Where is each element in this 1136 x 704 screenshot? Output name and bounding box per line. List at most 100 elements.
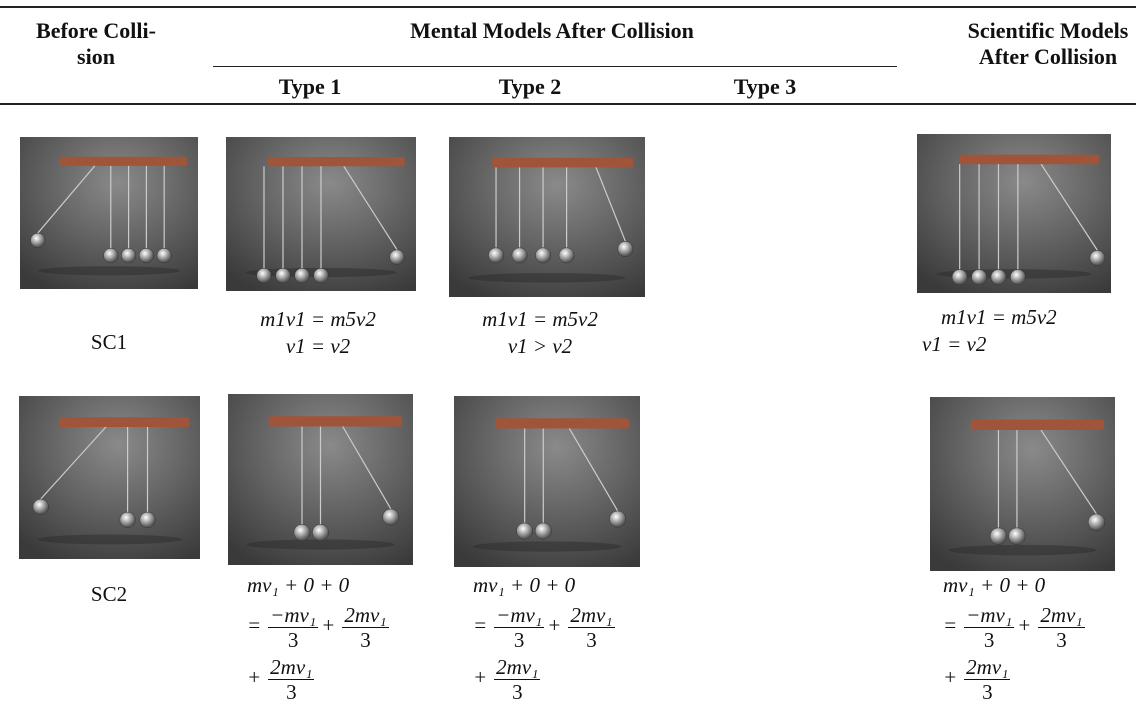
operator: + <box>1017 613 1032 637</box>
cradle-image <box>228 394 413 565</box>
ball <box>119 511 136 528</box>
ball <box>558 247 575 264</box>
bar <box>959 154 1100 165</box>
equation-line: m1v1 = m5v2 <box>482 307 598 331</box>
denominator: 3 <box>512 679 523 704</box>
numerator: 2mv₁ <box>342 602 389 628</box>
equation-line: v1 > v2 <box>507 334 573 358</box>
ball <box>294 267 310 284</box>
ball <box>139 511 156 528</box>
ball <box>516 522 534 540</box>
ball <box>389 249 405 265</box>
denominator: 3 <box>982 679 993 704</box>
numerator: −mv₁ <box>268 602 319 628</box>
bar <box>494 418 629 429</box>
numerator: 2mv₁ <box>964 654 1011 680</box>
ball <box>382 508 400 526</box>
ball <box>990 269 1007 285</box>
operator: = <box>247 613 262 637</box>
ball <box>256 267 272 284</box>
cradle-image <box>917 134 1111 293</box>
denominator: 3 <box>360 627 371 652</box>
equation-line: = −mv₁ 3 +2mv₁ 3 <box>943 599 1088 652</box>
string <box>568 428 619 512</box>
ball <box>1089 250 1106 266</box>
header-scientific: Scientific Models <box>967 18 1129 43</box>
ball <box>103 248 119 264</box>
ball <box>1087 513 1106 531</box>
denominator: 3 <box>287 627 299 652</box>
ball <box>138 248 154 264</box>
ball <box>511 247 528 264</box>
fraction: −mv₁ 3 <box>494 603 545 652</box>
ball <box>989 527 1008 545</box>
ball <box>313 267 329 284</box>
fraction: 2mv₁ 3 <box>494 655 541 704</box>
ball <box>1008 527 1026 545</box>
ball <box>535 247 552 264</box>
denominator: 3 <box>286 679 297 704</box>
ball <box>1009 269 1026 285</box>
header-mental: Mental Models After Collision <box>410 18 694 43</box>
cradle-image <box>930 397 1115 571</box>
ball <box>951 269 968 285</box>
string <box>342 426 392 510</box>
equation: mv₁ + 0 + 0 = −mv₁ 3 +2mv₁ 3 +2mv₁ 3 <box>247 572 392 704</box>
bar <box>58 417 190 427</box>
cradle-image <box>226 137 416 291</box>
ball <box>312 524 329 541</box>
cradle-image <box>454 396 640 567</box>
operator: + <box>247 665 262 689</box>
denominator: 3 <box>983 627 995 652</box>
numerator: 2mv₁ <box>1038 602 1085 628</box>
equation-line: mv₁ + 0 + 0 <box>943 573 1046 597</box>
header-rule <box>0 103 1136 105</box>
floor-shadow <box>246 539 395 550</box>
equation-line: +2mv₁ 3 <box>943 651 1088 704</box>
equation-line: v1 = v2 <box>285 334 351 358</box>
ball <box>609 510 627 528</box>
floor-shadow <box>472 541 622 552</box>
floor-shadow <box>37 534 182 545</box>
string <box>1040 163 1098 251</box>
fraction: 2mv₁ 3 <box>964 654 1011 704</box>
operator: = <box>943 613 958 637</box>
header-type: Type 1 <box>278 74 342 99</box>
numerator: 2mv₁ <box>568 602 615 628</box>
ball <box>971 269 987 285</box>
numerator: −mv₁ <box>964 602 1015 628</box>
equation-line: v1 = v2 <box>922 332 987 356</box>
top-rule <box>0 6 1136 8</box>
row-label: SC2 <box>90 582 128 606</box>
fraction: −mv₁ 3 <box>268 602 319 652</box>
header-type: Type 3 <box>733 74 797 99</box>
cradle-image <box>449 137 645 297</box>
fraction: 2mv₁ 3 <box>568 602 615 652</box>
string <box>343 165 398 251</box>
fraction: 2mv₁ 3 <box>342 602 389 652</box>
bar <box>59 156 188 166</box>
ball <box>156 248 172 264</box>
bar <box>267 157 405 167</box>
denominator: 3 <box>513 627 525 652</box>
string <box>40 426 107 500</box>
fraction: −mv₁ 3 <box>964 602 1015 652</box>
equation-line: +2mv₁ 3 <box>473 651 618 704</box>
equation-line: +2mv₁ 3 <box>247 651 392 704</box>
ball <box>121 248 137 264</box>
fraction: 2mv₁ 3 <box>1038 602 1085 652</box>
equation: m1v1 = m5v2 v1 = v2 <box>922 304 1057 358</box>
equation: m1v1 = m5v2 v1 > v2 <box>482 306 598 360</box>
sub-rule <box>213 66 897 68</box>
equation-line: = −mv₁ 3 +2mv₁ 3 <box>473 599 618 652</box>
floor-shadow <box>948 544 1097 556</box>
denominator: 3 <box>1056 627 1067 652</box>
bar <box>970 419 1104 431</box>
equation: mv₁ + 0 + 0 = −mv₁ 3 +2mv₁ 3 +2mv₁ 3 <box>473 572 618 704</box>
equation: mv₁ + 0 + 0 = −mv₁ 3 +2mv₁ 3 +2mv₁ 3 <box>943 572 1088 704</box>
operator: + <box>547 613 562 637</box>
floor-shadow <box>37 266 181 276</box>
operator: + <box>321 613 336 637</box>
string <box>37 165 96 234</box>
